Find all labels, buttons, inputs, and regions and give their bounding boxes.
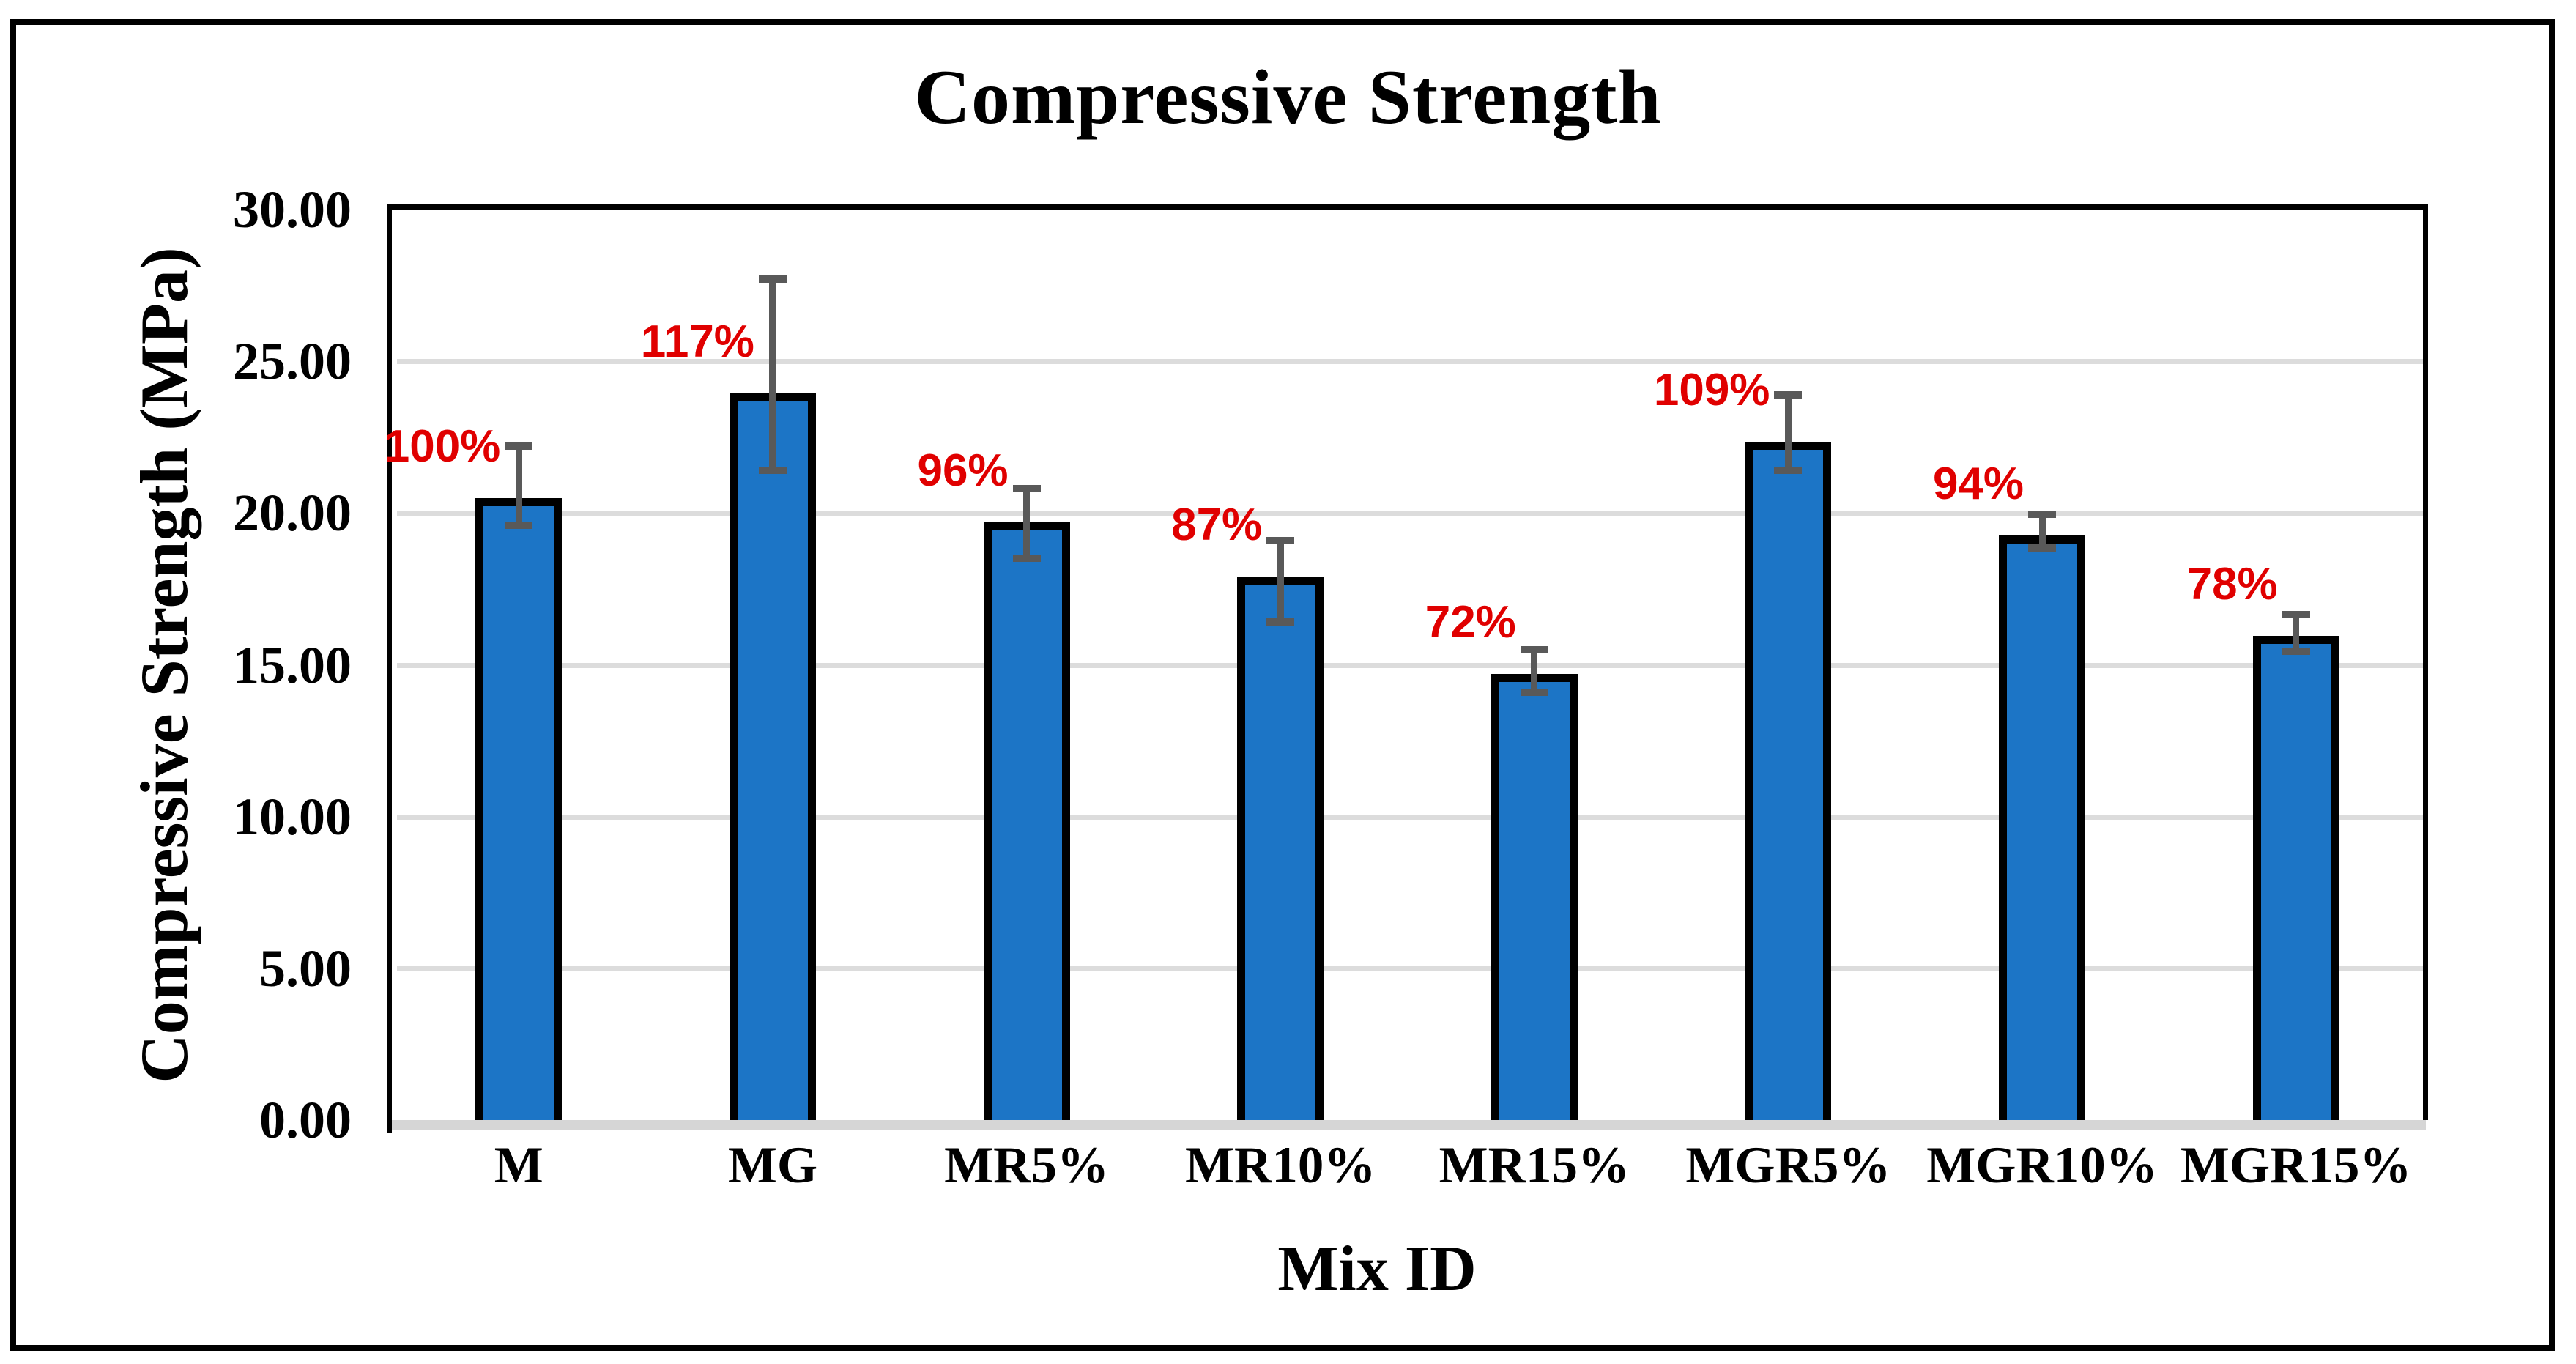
bar-M: [475, 497, 563, 1120]
gridline-15: [397, 662, 2423, 668]
bar-MG: [729, 393, 816, 1120]
chart-title: Compressive Strength: [914, 54, 1662, 140]
error-bar-cap-top-M: [505, 442, 533, 451]
bar-percent-label-MGR10%: 94%: [1932, 459, 2024, 510]
y-tick-label-0.00: 0.00: [259, 1091, 352, 1149]
y-tick-label-15.00: 15.00: [233, 635, 352, 694]
error-bar-line-MG: [769, 279, 776, 471]
gridline-25: [397, 359, 2423, 365]
error-bar-cap-top-MGR5%: [1774, 390, 1803, 399]
error-bar-cap-bottom-MR10%: [1266, 618, 1295, 626]
x-tick-label-MGR10%: MGR10%: [1926, 1137, 2158, 1194]
error-bar-cap-bottom-MR15%: [1520, 688, 1548, 696]
x-tick-label-M: M: [494, 1137, 543, 1194]
x-axis-line: [387, 1120, 2426, 1130]
error-bar-line-MR10%: [1277, 540, 1284, 623]
x-tick-label-MR10%: MR10%: [1185, 1137, 1376, 1194]
error-bar-line-MGR5%: [1784, 394, 1792, 471]
x-tick-label-MG: MG: [727, 1137, 818, 1194]
x-tick-label-MR15%: MR15%: [1439, 1137, 1630, 1194]
bar-percent-label-MR5%: 96%: [917, 445, 1009, 496]
error-bar-cap-top-MR5%: [1012, 485, 1041, 493]
bar-MGR10%: [1999, 535, 2086, 1120]
error-bar-line-MR5%: [1023, 489, 1031, 559]
x-tick-label-MR5%: MR5%: [944, 1137, 1109, 1194]
error-bar-line-M: [515, 446, 522, 525]
error-bar-cap-bottom-MR5%: [1012, 555, 1041, 563]
gridline-10: [397, 814, 2423, 820]
gridline-5: [397, 965, 2423, 971]
bar-MR15%: [1491, 673, 1578, 1120]
error-bar-cap-top-MGR15%: [2282, 611, 2310, 619]
bar-percent-label-M: 100%: [384, 420, 501, 472]
error-bar-cap-bottom-MG: [758, 467, 787, 475]
bar-percent-label-MG: 117%: [640, 316, 754, 367]
gridline-20: [397, 511, 2423, 516]
error-bar-cap-bottom-MGR5%: [1774, 467, 1803, 475]
error-bar-cap-top-MR15%: [1520, 645, 1548, 653]
y-tick-label-30.00: 30.00: [233, 180, 352, 239]
plot-border-top: [387, 204, 2428, 210]
x-tick-label-MGR15%: MGR15%: [2180, 1137, 2412, 1194]
error-bar-line-MGR10%: [2038, 514, 2046, 548]
error-bar-line-MGR15%: [2293, 615, 2300, 651]
bar-MR10%: [1237, 577, 1324, 1120]
y-tick-label-25.00: 25.00: [233, 332, 352, 391]
bar-MGR15%: [2252, 636, 2339, 1120]
error-bar-line-MR15%: [1531, 649, 1538, 692]
error-bar-cap-top-MR10%: [1266, 536, 1295, 544]
x-axis-title: Mix ID: [1277, 1234, 1477, 1305]
error-bar-cap-bottom-MGR10%: [2028, 544, 2057, 552]
bar-MR5%: [983, 522, 1070, 1120]
error-bar-cap-top-MG: [758, 275, 787, 283]
error-bar-cap-bottom-M: [505, 521, 533, 529]
bar-percent-label-MGR5%: 109%: [1653, 364, 1770, 415]
x-tick-label-MGR5%: MGR5%: [1685, 1137, 1891, 1194]
plot-border-right: [2423, 204, 2428, 1120]
y-tick-label-10.00: 10.00: [233, 787, 352, 846]
error-bar-cap-bottom-MGR15%: [2282, 647, 2310, 655]
error-bar-cap-top-MGR10%: [2028, 511, 2057, 519]
plot-border-left: [387, 210, 392, 1133]
y-tick-label-5.00: 5.00: [259, 938, 352, 998]
y-tick-label-20.00: 20.00: [233, 483, 352, 543]
bar-percent-label-MR10%: 87%: [1171, 500, 1263, 551]
bar-percent-label-MR15%: 72%: [1425, 596, 1516, 648]
bar-percent-label-MGR15%: 78%: [2186, 559, 2278, 610]
bar-MGR5%: [1745, 441, 1832, 1120]
